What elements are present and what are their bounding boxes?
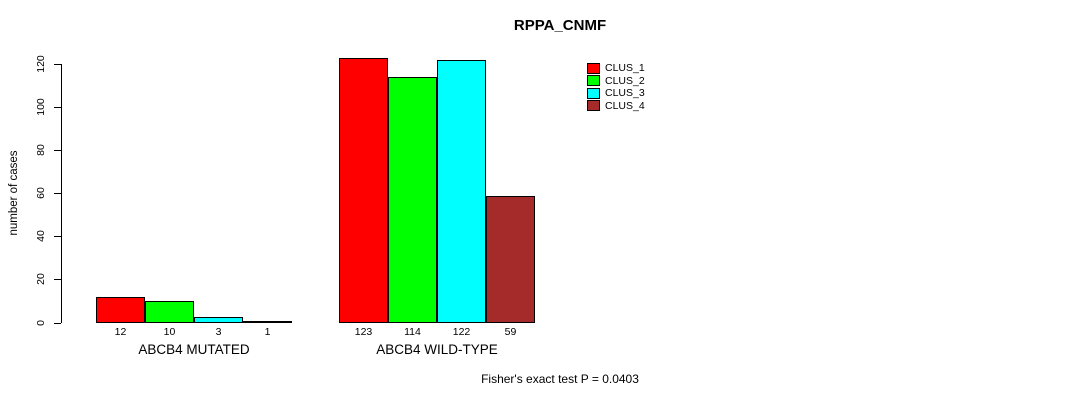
bar-value-label: 122 xyxy=(452,326,471,338)
bar-value-label: 12 xyxy=(114,326,127,338)
y-tick-label: 120 xyxy=(35,55,47,73)
bar-clus_4-mutated xyxy=(243,320,292,323)
legend-item: CLUS_3 xyxy=(587,87,645,100)
y-tick-label: 0 xyxy=(35,319,47,326)
legend-label: CLUS_3 xyxy=(605,87,645,100)
footer-annotation: Fisher's exact test P = 0.0403 xyxy=(481,372,639,386)
bar-clus_1-wildtype xyxy=(339,57,388,323)
bar-value-label: 1 xyxy=(264,326,271,338)
legend-label: CLUS_1 xyxy=(605,62,645,75)
y-tick xyxy=(54,64,61,66)
bar-value-label: 114 xyxy=(404,326,421,338)
legend-item: CLUS_4 xyxy=(587,100,645,113)
y-tick xyxy=(54,322,61,324)
y-tick xyxy=(54,107,61,109)
bar-clus_3-mutated xyxy=(194,316,243,323)
legend-swatch xyxy=(587,75,600,87)
legend-label: CLUS_4 xyxy=(605,99,645,112)
y-tick-label: 60 xyxy=(35,187,47,200)
y-tick-label: 100 xyxy=(35,98,47,116)
chart-title: RPPA_CNMF xyxy=(513,17,607,34)
bar-value-label: 59 xyxy=(504,326,517,338)
bar-clus_3-wildtype xyxy=(437,59,486,323)
y-tick xyxy=(54,279,61,281)
legend-label: CLUS_2 xyxy=(605,74,645,87)
bar-clus_2-wildtype xyxy=(388,76,437,323)
legend-swatch xyxy=(587,100,600,112)
y-tick-label: 40 xyxy=(35,230,47,243)
x-group-label: ABCB4 MUTATED xyxy=(138,342,250,357)
bar-value-label: 3 xyxy=(215,326,222,338)
bar-value-label: 10 xyxy=(163,326,176,338)
legend-swatch xyxy=(587,87,600,99)
y-axis-label: number of cases xyxy=(8,150,20,236)
y-axis-line xyxy=(61,64,62,323)
x-group-label: ABCB4 WILD-TYPE xyxy=(376,342,498,357)
y-tick xyxy=(54,150,61,152)
bar-value-label: 123 xyxy=(354,326,373,338)
bar-clus_4-wildtype xyxy=(486,195,535,323)
y-tick xyxy=(54,193,61,195)
legend: CLUS_1 CLUS_2 CLUS_3 CLUS_4 xyxy=(587,62,645,112)
bar-clus_1-mutated xyxy=(96,296,145,323)
y-tick-label: 20 xyxy=(35,273,47,286)
legend-swatch xyxy=(587,62,600,74)
bar-clus_2-mutated xyxy=(145,300,194,323)
legend-item: CLUS_2 xyxy=(587,75,645,88)
y-tick xyxy=(54,236,61,238)
y-tick-label: 80 xyxy=(35,144,47,157)
legend-item: CLUS_1 xyxy=(587,62,645,75)
